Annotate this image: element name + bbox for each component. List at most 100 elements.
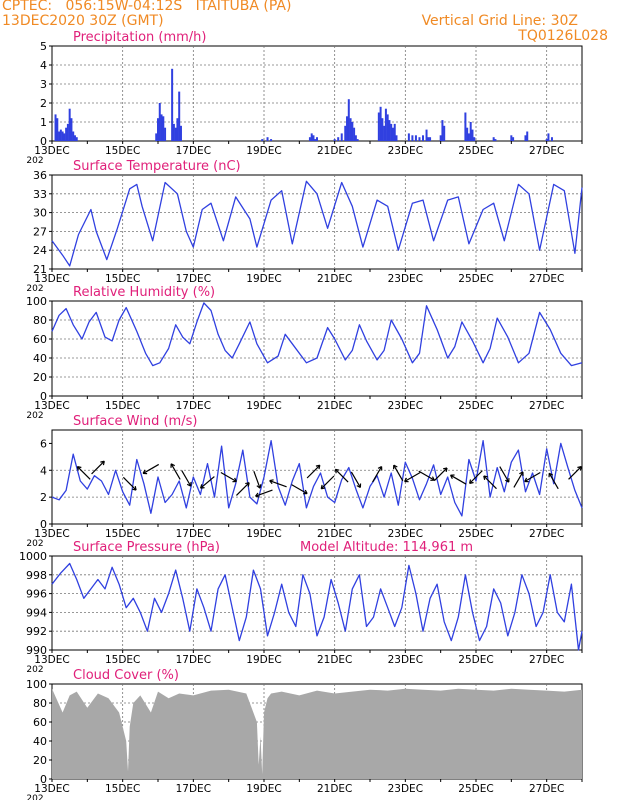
precip-bar <box>391 127 394 141</box>
precip-bar <box>473 137 476 141</box>
precip-bar <box>353 127 356 141</box>
wind-arrow <box>524 471 541 483</box>
wind-arrow-head <box>76 466 79 471</box>
wind-arrow-head <box>377 465 382 469</box>
precip-bar <box>68 108 71 141</box>
wind-arrow-shaft <box>499 466 510 483</box>
precip-bar <box>388 120 391 141</box>
precip-bar <box>443 125 446 141</box>
precip-xtick-label: 17DEC <box>176 145 211 157</box>
wind-arrow-head <box>245 482 250 485</box>
precip-bar <box>418 137 421 141</box>
wind-arrow <box>200 476 215 489</box>
wind-arrow <box>350 471 362 489</box>
rh-panel: 0 20 40 60 80 100 13DEC 15DEC 17DEC 19DEC 21DEC 23D… <box>26 285 583 421</box>
wind-arrow-shaft <box>269 480 287 488</box>
wind-arrow-shaft <box>255 489 273 497</box>
wind-arrow <box>122 476 137 491</box>
precip-bar <box>524 135 527 141</box>
pres-xtick-label: 27DEC <box>529 654 564 666</box>
precip-frame <box>51 45 583 142</box>
cloud-xtick-label: 27DEC <box>529 783 564 795</box>
pres-subtitle: Model Altitude: 114.961 m <box>300 540 473 555</box>
cloud-xtick-label: 23DEC <box>388 783 423 795</box>
precip-xtick-label: 15DEC <box>105 145 140 157</box>
wind-arrow <box>433 467 448 482</box>
pres-ytick-label: 998 <box>26 569 47 582</box>
run-date-header: 13DEC2020 30Z (GMT) <box>2 13 164 29</box>
rh-xtick-label: 13DEC <box>34 400 69 412</box>
wind-arrow-shaft <box>181 470 192 487</box>
cloud-year-fragment: 202 <box>26 794 43 800</box>
wind-arrow-head <box>404 477 407 482</box>
wind-arrow <box>334 468 349 483</box>
wind-arrow-head <box>334 469 337 474</box>
rh-ytick-label: 60 <box>33 333 47 346</box>
wind-arrow <box>450 474 467 485</box>
pres-ytick-label: 1000 <box>19 550 47 563</box>
wind-arrow-shaft <box>372 466 383 483</box>
temp-ytick-label: 27 <box>33 225 47 238</box>
precip-bar <box>395 135 398 141</box>
wind-arrow-head <box>442 467 448 470</box>
temp-xtick-label: 13DEC <box>34 273 69 285</box>
precip-bar <box>261 139 264 141</box>
wind-arrow <box>418 470 435 481</box>
wind-arrow-head <box>186 483 192 487</box>
precip-bar <box>157 118 159 141</box>
precip-ytick-label: 2 <box>40 97 47 110</box>
precip-bar <box>333 139 336 141</box>
wind-arrow-shaft <box>142 463 160 474</box>
wind-arrow-shaft <box>469 470 483 484</box>
wind-arrow-head <box>321 487 326 490</box>
precip-bar <box>379 106 382 141</box>
wind-arrow-head <box>200 487 205 489</box>
precip-bar <box>340 133 343 141</box>
wind-arrow <box>236 482 250 496</box>
wind-arrow-head <box>256 485 261 489</box>
wind-arrow-head <box>269 479 274 482</box>
pres-xtick-label: 15DEC <box>105 654 140 666</box>
wind-arrow-head <box>132 488 137 491</box>
wind-xtick-label: 23DEC <box>388 528 423 540</box>
wind-arrow <box>568 466 582 480</box>
wind-arrow-shaft <box>334 468 349 483</box>
rh-xtick-label: 27DEC <box>529 400 564 412</box>
wind-arrow-shaft <box>513 471 524 488</box>
precip-bar <box>172 123 175 141</box>
wind-arrow-head <box>320 484 323 489</box>
precip-bar <box>386 114 389 141</box>
precip-bar <box>526 131 529 141</box>
precip-bar <box>310 133 313 141</box>
pres-xtick-label: 17DEC <box>176 654 211 666</box>
temp-ytick-label: 30 <box>33 207 47 220</box>
wind-arrow-shaft <box>91 460 105 475</box>
cloud-ytick-label: 60 <box>33 716 47 729</box>
pres-xtick-label: 19DEC <box>246 654 281 666</box>
wind-panel: 0 2 4 6 13DEC 15DEC 17DEC 19DEC 21DEC 23DEC 25DEC 2… <box>26 414 583 549</box>
wind-ytick-label: 0 <box>40 518 47 531</box>
precip-bar <box>266 137 269 141</box>
precip-xtick-label: 27DEC <box>529 145 564 157</box>
cloud-ytick-label: 0 <box>40 773 47 786</box>
wind-arrow-head <box>577 466 582 469</box>
wind-arrow-head <box>247 482 250 487</box>
wind-arrow <box>181 470 192 487</box>
wind-arrow-head <box>318 465 321 470</box>
wind-frame <box>51 429 583 525</box>
wind-arrow-shaft <box>548 472 559 490</box>
precip-bar <box>407 133 410 141</box>
cloud-xtick-label: 25DEC <box>458 783 493 795</box>
wind-xtick-label: 27DEC <box>529 528 564 540</box>
cloud-xtick-label: 13DEC <box>34 783 69 795</box>
precip-bar <box>59 129 62 141</box>
pres-xtick-label: 23DEC <box>388 654 423 666</box>
wind-arrow-head <box>431 476 435 481</box>
temp-xtick-label: 19DEC <box>246 273 281 285</box>
wind-arrow <box>320 475 335 490</box>
wind-arrow-head <box>142 469 146 474</box>
wind-arrow-head <box>255 495 260 498</box>
wind-arrow-shaft <box>483 475 497 490</box>
temp-xtick-label: 25DEC <box>458 273 493 285</box>
cloud-panel: 0 20 40 60 80 100 13DEC 15DEC 17DEC 19DEC 21DEC 23D… <box>26 668 583 800</box>
